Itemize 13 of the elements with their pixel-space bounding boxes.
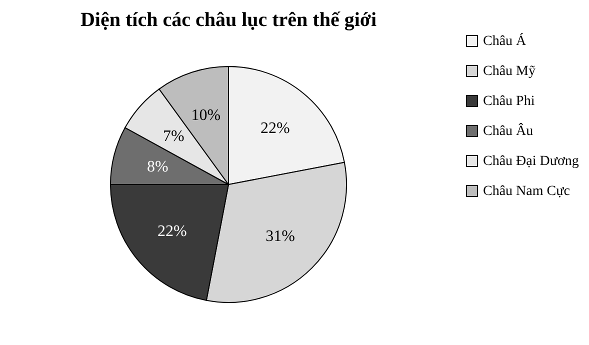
data-label: 22% bbox=[260, 120, 290, 138]
chart-title: Diện tích các châu lục trên thế giới bbox=[80, 9, 377, 31]
legend-label: Châu Âu bbox=[483, 122, 534, 139]
legend-label: Châu Phi bbox=[483, 94, 535, 109]
legend-label: Châu Nam Cực bbox=[483, 184, 570, 199]
data-label: 22% bbox=[157, 223, 187, 240]
data-label: 31% bbox=[266, 228, 295, 246]
legend-label: Châu Mỹ bbox=[483, 64, 536, 79]
legend-label: Châu Á bbox=[483, 32, 528, 49]
data-label: 10% bbox=[191, 106, 221, 124]
data-label: 7% bbox=[162, 128, 184, 146]
data-label: 8% bbox=[146, 158, 168, 176]
legend-label: Châu Đại Dương bbox=[483, 154, 579, 169]
